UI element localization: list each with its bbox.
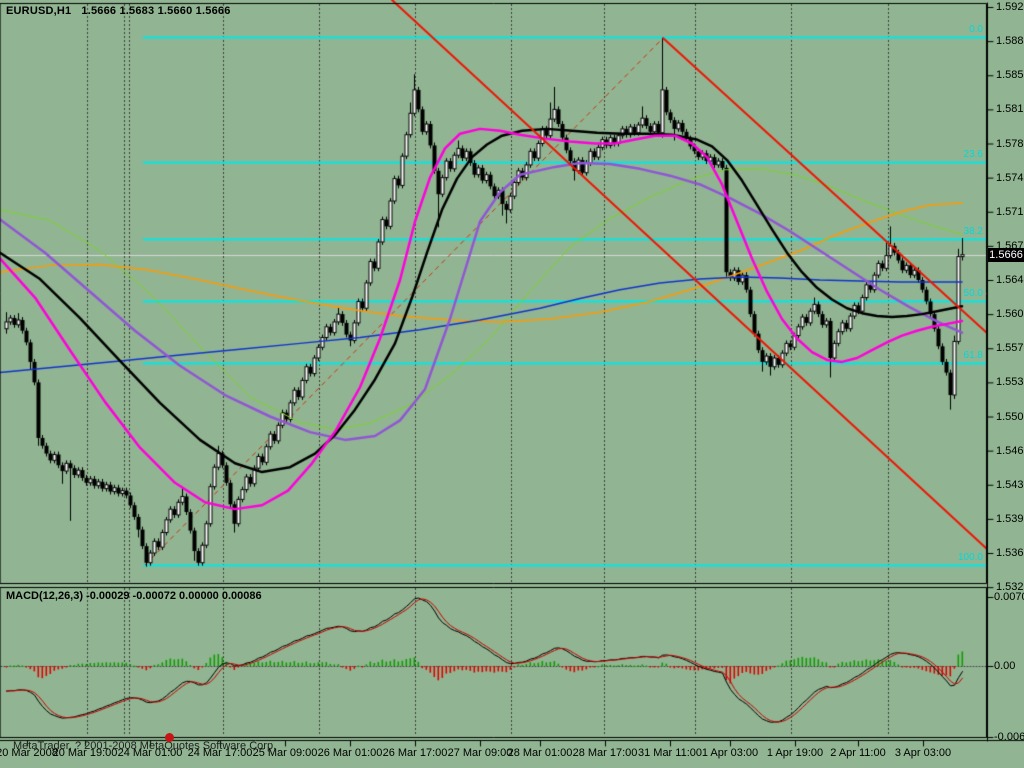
time-axis-label: 24 Mar 01:00 bbox=[117, 747, 183, 759]
price-tick-label: 1.5815 bbox=[996, 103, 1024, 116]
chart-quote-label: EURUSD,H1 1.5666 1.5683 1.5660 1.5666 bbox=[6, 5, 231, 17]
fib-level-label: 100.0 bbox=[957, 551, 983, 563]
time-axis-label: 24 Mar 17:00 bbox=[187, 747, 253, 759]
time-axis-label: 26 Mar 17:00 bbox=[382, 747, 448, 759]
price-tick-label: 1.5710 bbox=[996, 205, 1024, 218]
price-tick-label: 1.5465 bbox=[996, 444, 1024, 457]
macd-tick-label: -0.00698 bbox=[994, 731, 1024, 743]
macd-tick-label: 0.00 bbox=[994, 660, 1016, 672]
price-tick-label: 1.5605 bbox=[996, 308, 1024, 321]
time-axis-label: 20 Mar 19:00 bbox=[52, 747, 118, 759]
fib-level-label: 0.0 bbox=[969, 24, 983, 36]
metaquotes-logo-icon bbox=[165, 733, 174, 742]
price-tick-label: 1.5570 bbox=[996, 342, 1024, 355]
fib-level-label: 61.8 bbox=[963, 349, 983, 361]
fib-level-label: 38.2 bbox=[963, 226, 983, 238]
time-axis-label: 27 Mar 09:00 bbox=[447, 747, 513, 759]
time-axis-label: 1 Apr 03:00 bbox=[701, 747, 759, 759]
price-tick-label: 1.5430 bbox=[996, 478, 1024, 491]
price-tick-label: 1.5535 bbox=[996, 376, 1024, 389]
price-tick-label: 1.5640 bbox=[996, 274, 1024, 286]
price-tick-label: 1.5920 bbox=[996, 1, 1024, 13]
time-axis-label: 2 Apr 11:00 bbox=[830, 747, 886, 759]
quote-ohlc-values: 1.5666 1.5683 1.5660 1.5666 bbox=[81, 5, 231, 17]
time-axis-label: 26 Mar 01:00 bbox=[317, 747, 383, 759]
time-axis-label: 28 Mar 17:00 bbox=[572, 747, 638, 759]
time-axis-label: 1 Apr 19:00 bbox=[766, 747, 824, 759]
time-axis-label: 3 Apr 03:00 bbox=[894, 747, 952, 759]
fib-level-label: 23.6 bbox=[963, 149, 983, 161]
price-tick-label: 1.5885 bbox=[996, 35, 1024, 48]
time-axis-label: 20 Mar 2008 bbox=[0, 747, 58, 759]
macd-tick-label: 0.00709 bbox=[994, 591, 1024, 603]
time-axis-label: 28 Mar 01:00 bbox=[507, 747, 573, 759]
metatrader-watermark: MetaTrader, ? 2001-2008 MetaQuotes Softw… bbox=[13, 740, 277, 752]
macd-indicator-label: MACD(12,26,3) -0.00029 -0.00072 0.00000 … bbox=[6, 590, 262, 602]
symbol-period-label: EURUSD,H1 bbox=[6, 5, 72, 17]
price-tick-label: 1.5325 bbox=[996, 581, 1024, 594]
price-tick-label: 1.5780 bbox=[996, 137, 1024, 150]
time-axis-label: 31 Mar 11:00 bbox=[637, 747, 702, 759]
time-axis-label: 25 Mar 09:00 bbox=[252, 747, 318, 759]
price-tick-label: 1.5395 bbox=[996, 512, 1024, 525]
price-tick-label: 1.5745 bbox=[996, 171, 1024, 184]
price-tick-label: 1.5360 bbox=[996, 547, 1024, 559]
price-tick-label: 1.5850 bbox=[996, 69, 1024, 82]
fib-level-label: 50.0 bbox=[963, 288, 983, 300]
current-price-box: 1.5666 bbox=[988, 248, 1024, 262]
price-tick-label: 1.5500 bbox=[996, 410, 1024, 423]
